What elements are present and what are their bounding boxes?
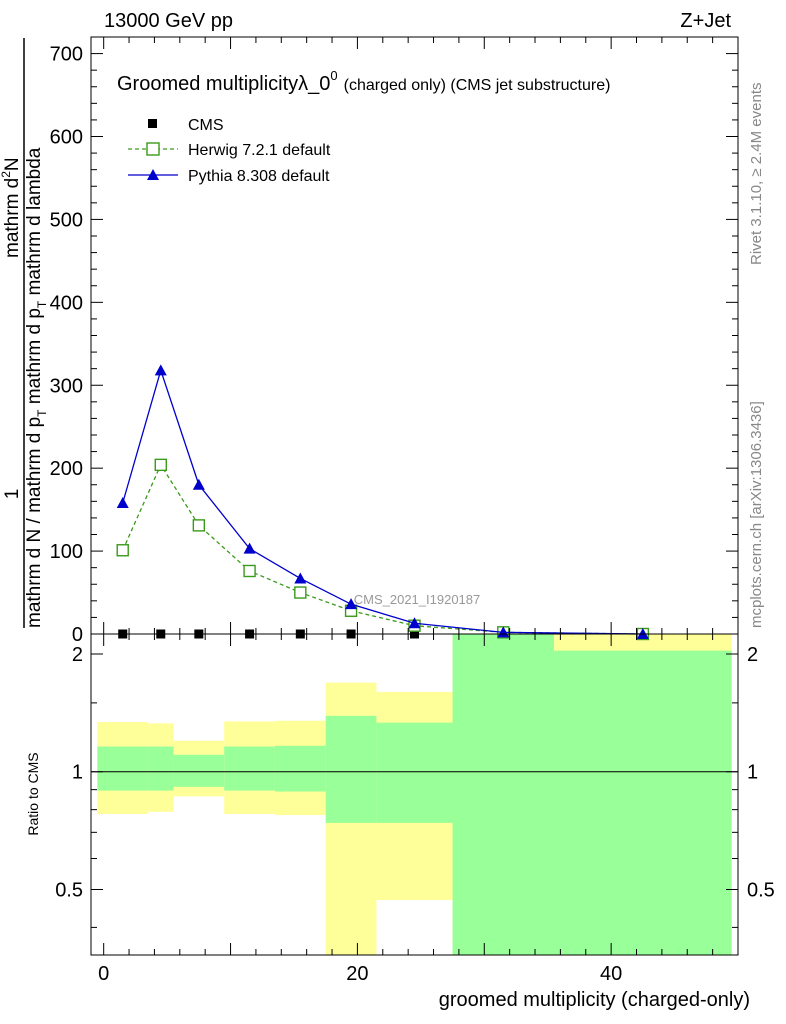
series-2-point-2 [192, 478, 205, 490]
ratio-y-title: Ratio to CMS [25, 752, 41, 835]
y-tick-label-4: 400 [50, 292, 83, 314]
series-1-point-2 [192, 519, 206, 532]
ratio-band-stat-1 [148, 746, 174, 791]
legend-label-cms: CMS [188, 117, 224, 134]
y-title-numerator: mathrm d2N [0, 157, 23, 258]
series-1-point-3 [243, 564, 256, 578]
legend-marker-pythia [147, 169, 159, 180]
series-line-1 [122, 463, 643, 635]
analysis-watermark: CMS_2021_I1920187 [354, 592, 481, 607]
y-title-denominator: mathrm d N / mathrm d pT mathrm d pT mat… [24, 147, 49, 628]
ratio-tick-label-right-0: 0.5 [747, 879, 775, 901]
legend-label-herwig: Herwig 7.2.1 default [188, 142, 331, 159]
plot-title: Groomed multiplicityλ_00 (charged only) (… [117, 68, 610, 95]
ratio-band-stat-6 [376, 722, 453, 823]
series-2-point-5 [345, 598, 358, 610]
y-tick-label-7: 700 [50, 44, 83, 66]
header-process: Z+Jet [680, 10, 731, 32]
series-1-point-1 [154, 458, 167, 472]
plot-title-sup: 0 [330, 68, 337, 83]
series-2-point-6 [408, 617, 421, 629]
y-title-den-b: mathrm d p [24, 308, 45, 409]
ratio-tick-label-right-2: 2 [747, 644, 758, 666]
y-title-num-sup: 2 [0, 171, 13, 178]
rivet-label: Rivet 3.1.10, ≥ 2.4M events [748, 83, 765, 266]
plot-title-main: Groomed multiplicityλ_0 [117, 73, 330, 95]
x-axis-title: groomed multiplicity (charged-only) [439, 989, 750, 1011]
series-2-point-0 [116, 496, 129, 508]
series-1-point-4 [294, 586, 307, 599]
y-tick-label-2: 200 [50, 458, 83, 480]
legend-marker-herwig [146, 142, 160, 156]
ratio-tick-label-right-1: 1 [747, 762, 758, 784]
y-tick-label-3: 300 [50, 375, 83, 397]
x-tick-label-2: 40 [600, 963, 622, 985]
plot-title-tail: (charged only) (CMS jet substructure) [344, 77, 611, 94]
series-2-point-7 [497, 626, 510, 638]
ratio-plot-frame [90, 633, 739, 956]
series-2-point-3 [243, 542, 256, 554]
ratio-tick-label-left-1: 1 [72, 762, 83, 784]
ratio-band-stat-5 [325, 715, 377, 823]
y-title-den-c: mathrm d lambda [24, 147, 45, 301]
ratio-band-stat-4 [274, 745, 326, 792]
y-tick-label-5: 500 [50, 209, 83, 231]
y-axis-title: 1 mathrm d2N mathrm d N / mathrm d pT ma… [0, 38, 49, 628]
y-title-den-a-sub: T [35, 409, 49, 417]
header-energy: 13000 GeV pp [104, 10, 233, 32]
y-title-one: 1 [2, 489, 23, 500]
ratio-band-stat-0 [97, 746, 149, 791]
y-title-den-a: mathrm d N / mathrm d p [24, 417, 45, 628]
ratio-tick-label-left-2: 2 [72, 644, 83, 666]
series-2-point-1 [154, 364, 167, 376]
series-1-point-0 [116, 544, 129, 557]
x-tick-label-0: 0 [98, 963, 109, 985]
ratio-tick-label-left-0: 0.5 [55, 879, 83, 901]
y-title-num: mathrm d [2, 178, 23, 258]
y-title-num-tail: N [2, 157, 23, 171]
y-tick-label-0: 0 [72, 624, 83, 646]
ratio-bands [97, 634, 732, 955]
ratio-band-stat-7 [452, 634, 555, 955]
y-tick-label-6: 600 [50, 127, 83, 149]
ratio-band-stat-3 [224, 746, 275, 791]
ratio-band-stat-8 [554, 650, 732, 955]
x-tick-label-1: 20 [346, 963, 368, 985]
mcplots-label: mcplots.cern.ch [arXiv:1306.3436] [748, 401, 765, 628]
y-tick-label-1: 100 [50, 541, 83, 563]
legend: CMS Herwig 7.2.1 default Pythia 8.308 de… [128, 117, 331, 185]
legend-marker-cms [148, 119, 157, 128]
ratio-band-stat-2 [173, 754, 225, 787]
legend-label-pythia: Pythia 8.308 default [188, 168, 330, 185]
y-title-den-b-sub: T [35, 300, 49, 308]
series-2-point-4 [294, 572, 307, 584]
